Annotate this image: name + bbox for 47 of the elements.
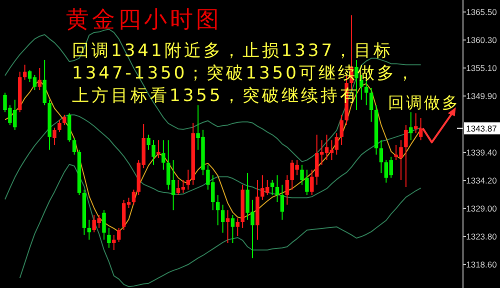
y-tick-label: 1360.30 (466, 35, 498, 46)
candlestick (236, 218, 240, 236)
candlestick (409, 112, 413, 141)
candlestick (285, 174, 290, 206)
candlestick (334, 132, 339, 156)
y-tick-label: 1349.90 (466, 91, 498, 101)
annotation: 回调做多 (388, 93, 460, 112)
candlestick (186, 169, 190, 190)
candlestick (38, 68, 42, 91)
text: 1343.87 (466, 123, 498, 134)
y-tick-label: 1334.20 (466, 176, 498, 186)
candlestick (340, 114, 344, 146)
annotation: 回调1341附近多，止损1337，目标 (72, 41, 394, 61)
candlestick (52, 127, 56, 146)
candlestick (310, 169, 314, 196)
line-series (19, 164, 422, 288)
candlestick (220, 204, 225, 234)
candlestick (112, 234, 116, 250)
candlestick (116, 227, 121, 242)
candlestick (132, 189, 136, 206)
candlestick (62, 114, 66, 126)
candlestick (72, 137, 76, 156)
y-tick-label: 1355.10 (466, 63, 498, 73)
chart-title: 黄金四小时图 (66, 7, 222, 33)
candlestick (156, 140, 160, 158)
candlestick (107, 227, 111, 248)
candlestick (369, 87, 374, 122)
candlestick (280, 184, 284, 220)
candlestick (404, 124, 408, 188)
candlestick (42, 59, 46, 106)
candlestick (58, 120, 62, 133)
y-tick-label: 1339.40 (466, 148, 498, 158)
candlestick (379, 140, 384, 174)
candlestick (102, 210, 106, 240)
candlestick (146, 134, 150, 150)
candlestick (270, 179, 274, 196)
candlestick (275, 174, 280, 203)
candlestick (230, 214, 235, 244)
y-tick-label: 1323.80 (466, 232, 498, 242)
candlestick (364, 79, 368, 106)
y-tick-label: 1318.60 (466, 260, 498, 270)
candlestick (216, 194, 220, 226)
y-tick-label: 1329.00 (466, 204, 498, 214)
y-tick-label: 1365.50 (466, 7, 498, 18)
candlestick (152, 140, 156, 166)
candlestick (226, 210, 230, 244)
candlestick (162, 140, 166, 170)
